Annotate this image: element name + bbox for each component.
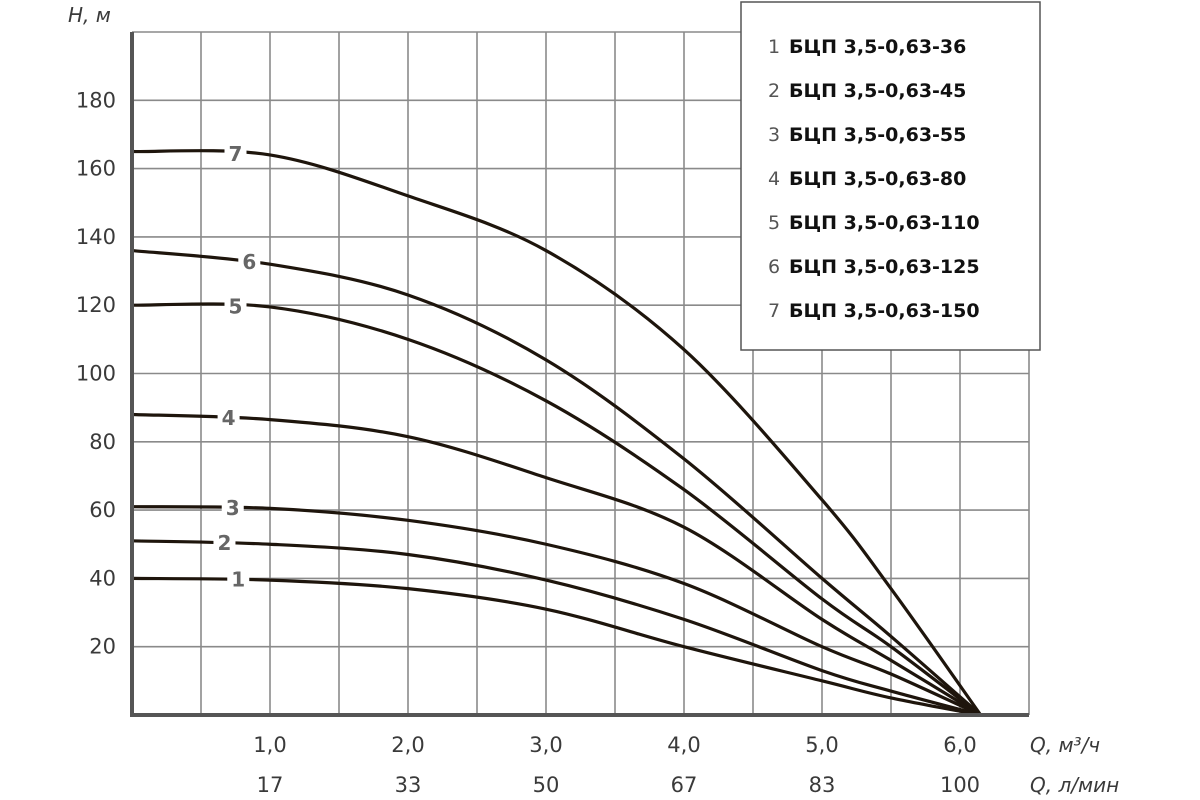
y-tick-label: 140 bbox=[76, 225, 116, 249]
legend-box bbox=[740, 1, 1041, 351]
y-axis-title: H, м bbox=[68, 3, 111, 27]
x-axis-title: Q, м³/ч bbox=[1030, 733, 1100, 757]
series-line-4 bbox=[131, 412, 982, 717]
y-tick-label: 80 bbox=[89, 430, 116, 454]
y-tick-label: 20 bbox=[89, 635, 116, 659]
x-tick-label: 4,0 bbox=[667, 733, 700, 757]
axes bbox=[130, 32, 1029, 717]
legend-item-name: БЦП 3,5-0,63-36 bbox=[789, 36, 966, 58]
x-tick-label-secondary: 33 bbox=[395, 773, 422, 797]
series-line-2 bbox=[131, 539, 982, 717]
series-line-6 bbox=[131, 248, 982, 717]
legend-item-name: БЦП 3,5-0,63-55 bbox=[789, 124, 966, 146]
tick-labels: 204060801001201401601801,0172,0333,0504,… bbox=[76, 88, 980, 797]
legend-item-number: 7 bbox=[768, 300, 780, 322]
series-label-background bbox=[224, 294, 247, 319]
series-label-6: 6 bbox=[242, 250, 256, 274]
legend-item-name: БЦП 3,5-0,63-45 bbox=[789, 80, 966, 102]
series-label-4: 4 bbox=[222, 406, 236, 430]
curves: 12 3 4 5 6 7 bbox=[131, 142, 983, 717]
legend-item-number: 3 bbox=[768, 124, 780, 146]
y-tick-label: 180 bbox=[76, 88, 116, 112]
x-tick-label-secondary: 50 bbox=[533, 773, 560, 797]
x-tick-label: 2,0 bbox=[391, 733, 424, 757]
x-axis-title-secondary: Q, л/мин bbox=[1030, 773, 1119, 797]
series-label-1: 1 bbox=[231, 568, 245, 592]
series-label-background bbox=[238, 250, 261, 275]
y-tick-label: 100 bbox=[76, 362, 116, 386]
legend: 1 БЦП 3,5-0,63-36 2 БЦП 3,5-0,63-45 3 БЦП 3,5… bbox=[740, 1, 1041, 351]
series-label-5: 5 bbox=[229, 294, 243, 318]
legend-item-name: БЦП 3,5-0,63-110 bbox=[789, 212, 980, 234]
legend-item-number: 5 bbox=[768, 212, 780, 234]
series-label-7: 7 bbox=[229, 142, 243, 166]
y-tick-label: 40 bbox=[89, 566, 116, 590]
y-tick-label: 60 bbox=[89, 498, 116, 522]
series-label-2: 2 bbox=[217, 531, 231, 555]
x-tick-label-secondary: 100 bbox=[940, 773, 980, 797]
x-tick-label-secondary: 83 bbox=[809, 773, 836, 797]
legend-item-name: БЦП 3,5-0,63-125 bbox=[789, 256, 980, 278]
series-label-background bbox=[221, 495, 244, 520]
legend-item-number: 4 bbox=[768, 168, 780, 190]
series-label-3: 3 bbox=[226, 496, 240, 520]
series-label-background bbox=[224, 142, 247, 167]
y-tick-label: 160 bbox=[76, 157, 116, 181]
series-line-1 bbox=[131, 576, 981, 717]
series-line-3 bbox=[131, 505, 982, 717]
series-label-background bbox=[213, 531, 236, 556]
legend-item-number: 1 bbox=[768, 36, 780, 58]
x-tick-label-secondary: 17 bbox=[257, 773, 284, 797]
series-line-7 bbox=[131, 149, 983, 716]
series-label-background bbox=[227, 567, 250, 592]
series-line-5 bbox=[131, 302, 982, 717]
x-tick-label: 6,0 bbox=[943, 733, 976, 757]
series-label-background bbox=[217, 406, 240, 431]
legend-item-number: 6 bbox=[768, 256, 780, 278]
legend-item-name: БЦП 3,5-0,63-150 bbox=[789, 300, 980, 322]
legend-item-number: 2 bbox=[768, 80, 780, 102]
legend-item-name: БЦП 3,5-0,63-80 bbox=[789, 168, 966, 190]
x-tick-label: 1,0 bbox=[253, 733, 286, 757]
x-tick-label-secondary: 67 bbox=[671, 773, 698, 797]
y-tick-label: 120 bbox=[76, 293, 116, 317]
x-tick-label: 5,0 bbox=[805, 733, 838, 757]
x-tick-label: 3,0 bbox=[529, 733, 562, 757]
